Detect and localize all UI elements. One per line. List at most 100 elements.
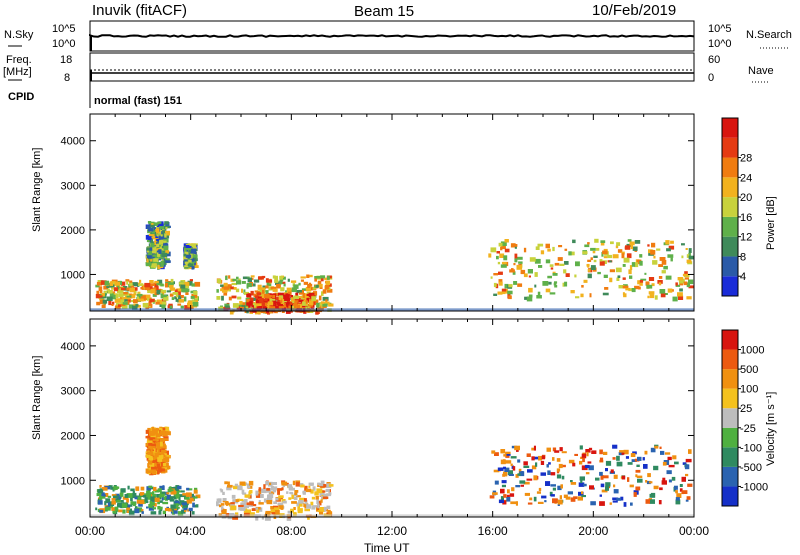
power-echo-cell (586, 264, 590, 267)
velocity-echo-cell (216, 503, 221, 507)
velocity-echo-cell (560, 484, 563, 489)
power-echo-cell (639, 260, 643, 266)
power-echo-cell (96, 281, 103, 286)
power-echo-cell (324, 285, 330, 290)
velocity-echo-cell (154, 452, 158, 457)
power-echo-cell (527, 269, 533, 274)
power-echo-cell (312, 287, 316, 290)
velocity-echo-cell (278, 495, 284, 499)
velocity-echo-cell (559, 447, 563, 452)
velocity-echo-cell (186, 487, 190, 491)
velocity-echo-cell (537, 501, 544, 504)
velocity-echo-cell (687, 483, 693, 487)
velocity-echo-cell (238, 506, 244, 511)
velocity-echo-cell (315, 495, 319, 500)
power-echo-cell (599, 261, 605, 266)
velocity-echo-cell (532, 456, 539, 460)
velocity-echo-cell (157, 501, 160, 505)
power-echo-cell (192, 301, 199, 307)
velocity-echo-cell (263, 498, 267, 503)
velocity-echo-cell (304, 500, 308, 505)
power-echo-cell (547, 248, 551, 252)
velocity-echo-cell (556, 458, 561, 462)
power-echo-cell (162, 230, 165, 235)
velocity-echo-cell (648, 498, 652, 501)
power-echo-cell (615, 245, 619, 249)
power-echo-cell (300, 279, 304, 282)
velocity-echo-cell (145, 435, 150, 439)
velocity-echo-cell (544, 500, 547, 503)
velocity-echo-cell (245, 509, 252, 514)
velocity-echo-cell (112, 510, 117, 514)
power-echo-cell (140, 295, 146, 301)
power-echo-cell (677, 277, 684, 281)
power-echo-cell (272, 275, 276, 279)
power-echo-cell (278, 306, 284, 309)
power-echo-cell (228, 275, 231, 279)
velocity-echo-cell (286, 491, 289, 494)
velocity-echo-cell (672, 455, 677, 460)
power-echo-cell (322, 296, 329, 301)
power-echo-cell (497, 261, 501, 265)
power-echo-cell (306, 274, 310, 278)
power-echo-cell (501, 288, 507, 292)
power-echo-cell (627, 239, 632, 242)
velocity-echo-cell (512, 466, 516, 471)
velocity-echo-cell (587, 461, 592, 464)
power-echo-cell (276, 296, 279, 301)
power-echo-cell (279, 275, 283, 280)
power-echo-cell (602, 292, 609, 296)
velocity-echo-cell (159, 500, 163, 503)
velocity-echo-cell (312, 486, 316, 491)
velocity-colorbar-tick-label: 1000 (740, 345, 764, 357)
velocity-echo-cell (116, 495, 122, 500)
velocity-echo-cell (178, 494, 184, 498)
velocity-echo-cell (674, 485, 678, 490)
power-echo-cell (313, 291, 318, 296)
power-echo-cell (175, 292, 179, 298)
velocity-echo-cell (295, 482, 300, 487)
power-echo-cell (602, 250, 608, 255)
velocity-echo-cell (155, 433, 161, 437)
power-echo-cell (499, 253, 505, 258)
power-echo-cell (158, 256, 164, 259)
power-echo-cell (665, 275, 672, 280)
velocity-echo-cell (507, 470, 513, 475)
power-echo-cell (274, 279, 279, 283)
power-echo-cell (670, 257, 673, 262)
power-echo-cell (316, 284, 319, 288)
power-echo-cell (503, 255, 508, 261)
velocity-echo-cell (149, 440, 156, 444)
velocity-echo-cell (511, 487, 515, 492)
velocity-echo-cell (538, 455, 543, 461)
velocity-echo-cell (159, 485, 165, 490)
power-echo-cell (145, 262, 152, 267)
power-echo-cell (175, 298, 180, 302)
power-echo-cell (651, 283, 655, 287)
power-echo-cell (111, 286, 114, 290)
power-echo-cell (156, 282, 163, 286)
velocity-echo-cell (627, 462, 633, 465)
power-colorbar-swatch (722, 256, 738, 277)
velocity-echo-cell (191, 511, 195, 515)
velocity-echo-cell (491, 450, 496, 454)
velocity-echo-cell (552, 487, 556, 491)
power-echo-cell (493, 282, 497, 288)
velocity-echo-cell (265, 512, 271, 516)
velocity-echo-cell (311, 496, 315, 500)
velocity-echo-cell (268, 493, 274, 498)
velocity-echo-cell (230, 505, 237, 511)
velocity-echo-cell (125, 504, 131, 508)
velocity-echo-cell (149, 469, 154, 473)
power-echo-cell (629, 265, 633, 270)
power-echo-cell (146, 295, 150, 301)
power-echo-cell (156, 289, 161, 295)
velocity-echo-cell (265, 481, 269, 486)
velocity-echo-cell (110, 485, 113, 490)
velocity-echo-cell (586, 451, 589, 457)
velocity-echo-cell (590, 501, 596, 506)
power-echo-cell (177, 303, 182, 306)
power-echo-cell (130, 285, 134, 288)
velocity-echo-cell (688, 449, 692, 454)
velocity-echo-cell (149, 436, 153, 441)
